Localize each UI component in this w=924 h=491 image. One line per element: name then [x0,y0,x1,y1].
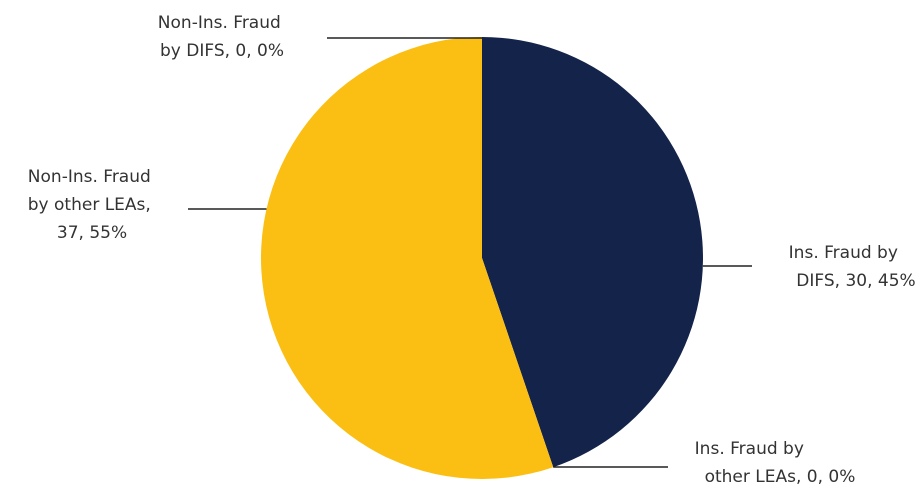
pie-slice-non-ins-fraud-by-other-leas [260,37,554,480]
label-ins-fraud-other-leas: Ins. Fraud by other LEAs, 0, 0% [695,439,856,487]
pie-slice-ins-fraud-by-difs [482,37,703,468]
leader-lines [188,37,752,468]
label-non-ins-fraud-other-leas: Non-Ins. Fraud by other LEAs, 37, 55% [28,167,156,243]
label-non-ins-fraud-difs: Non-Ins. Fraud by DIFS, 0, 0% [158,13,286,61]
pie-slices [260,37,703,480]
label-ins-fraud-difs: Ins. Fraud by DIFS, 30, 45% [789,243,916,291]
